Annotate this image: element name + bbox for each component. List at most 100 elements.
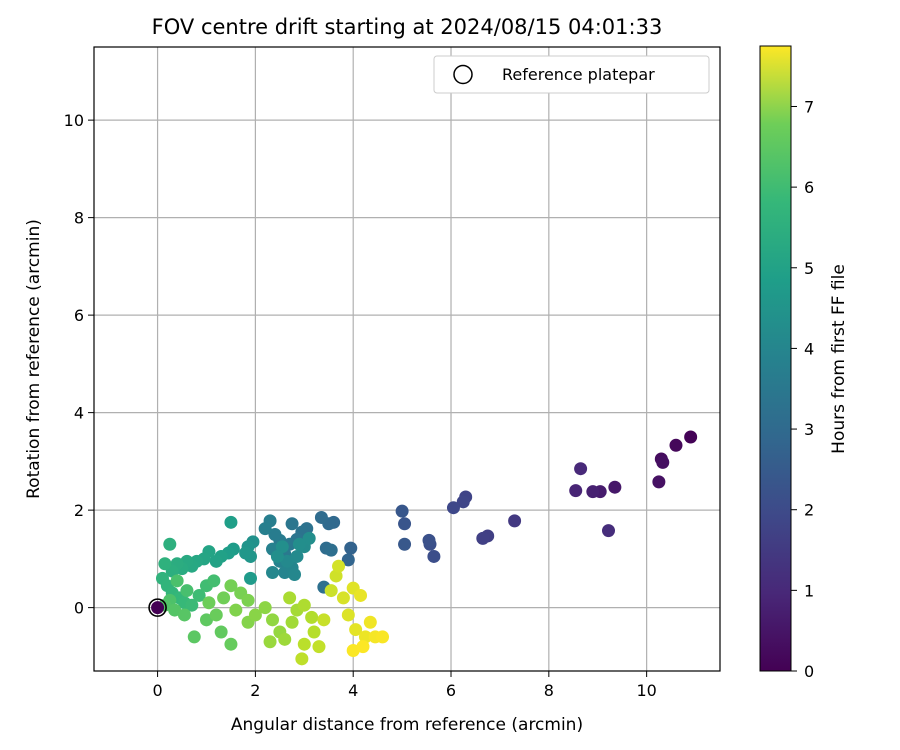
data-point [266, 566, 280, 580]
x-axis-label: Angular distance from reference (arcmin) [231, 715, 583, 735]
data-point [241, 593, 255, 607]
data-point [297, 598, 311, 612]
data-point [292, 537, 306, 551]
data-point [312, 640, 326, 654]
data-point [476, 531, 490, 545]
colorbar-gradient [759, 45, 792, 672]
y-tick-label: 2 [74, 501, 84, 520]
y-axis-ticks: 0 2 4 6 8 10 [64, 111, 94, 618]
data-point [285, 517, 299, 531]
data-point [346, 644, 360, 658]
data-point [324, 584, 338, 598]
x-tick-label: 2 [250, 681, 260, 700]
data-point [317, 613, 331, 627]
data-point [258, 522, 272, 536]
data-point [263, 635, 277, 649]
legend-box [433, 55, 710, 94]
data-point [177, 608, 191, 622]
data-point [363, 615, 377, 629]
data-point [297, 637, 311, 651]
data-point [280, 554, 294, 568]
data-point [427, 549, 441, 563]
data-point [356, 640, 370, 654]
x-axis-ticks: 0 2 4 6 8 10 [152, 671, 657, 700]
data-point [307, 625, 321, 639]
data-point [446, 501, 460, 515]
data-point [376, 630, 390, 644]
data-point [329, 569, 343, 583]
data-point [202, 596, 216, 610]
x-tick-label: 10 [636, 681, 656, 700]
data-point [422, 533, 436, 547]
data-point [168, 603, 182, 617]
data-point [314, 510, 328, 524]
data-point [283, 591, 297, 605]
x-tick-label: 0 [152, 681, 162, 700]
data-point [288, 567, 302, 581]
legend-label: Reference platepar [502, 65, 655, 84]
data-point [217, 591, 231, 605]
plot-area [93, 46, 721, 672]
data-point [285, 615, 299, 629]
data-point [266, 613, 280, 627]
data-point [207, 574, 221, 588]
y-tick-label: 6 [74, 306, 84, 325]
legend-marker [453, 64, 473, 85]
colorbar-label: Hours from first FF file [829, 264, 849, 454]
data-point [569, 484, 583, 498]
data-point [341, 553, 355, 567]
data-point [224, 637, 238, 651]
data-point [192, 588, 206, 602]
data-point [239, 546, 253, 560]
data-point [214, 625, 228, 639]
x-tick-label: 6 [446, 681, 456, 700]
data-point [684, 430, 698, 444]
data-point [199, 613, 213, 627]
data-point [244, 571, 257, 585]
data-point [508, 514, 522, 528]
data-point [332, 559, 346, 573]
colorbar: 0 1 2 3 4 5 6 7 Hours from first FF file [759, 45, 849, 681]
data-point [270, 549, 284, 563]
data-point [608, 480, 622, 494]
data-point [302, 531, 316, 545]
data-point [398, 537, 412, 551]
data-point [305, 610, 319, 624]
data-point [395, 504, 409, 518]
colorbar-tick-label: 5 [804, 259, 814, 278]
legend: Reference platepar [433, 55, 710, 94]
reference-point [148, 598, 167, 617]
data-point [229, 603, 243, 617]
data-point [248, 608, 262, 622]
data-point [209, 554, 223, 568]
data-point [656, 455, 670, 469]
data-point [290, 549, 304, 563]
x-tick-label: 8 [544, 681, 554, 700]
data-point [344, 541, 358, 555]
data-point [209, 608, 223, 622]
y-tick-label: 10 [64, 111, 84, 130]
data-point [180, 584, 194, 598]
data-point [669, 438, 683, 452]
data-point [336, 591, 350, 605]
data-point [295, 652, 309, 666]
y-tick-label: 0 [74, 599, 84, 618]
data-point [349, 623, 363, 637]
colorbar-tick-label: 7 [804, 97, 814, 116]
colorbar-tick-label: 0 [804, 662, 814, 681]
y-tick-label: 4 [74, 404, 84, 423]
data-point [258, 601, 272, 615]
data-point [324, 543, 338, 557]
data-point [278, 632, 292, 646]
data-point [151, 601, 165, 615]
data-point [601, 524, 615, 538]
data-point [456, 495, 470, 509]
data-point [398, 517, 412, 531]
y-tick-label: 8 [74, 209, 84, 228]
data-point [574, 462, 588, 476]
data-point [358, 630, 372, 644]
x-tick-label: 4 [348, 681, 358, 700]
data-point [163, 537, 177, 551]
data-point [341, 608, 355, 622]
